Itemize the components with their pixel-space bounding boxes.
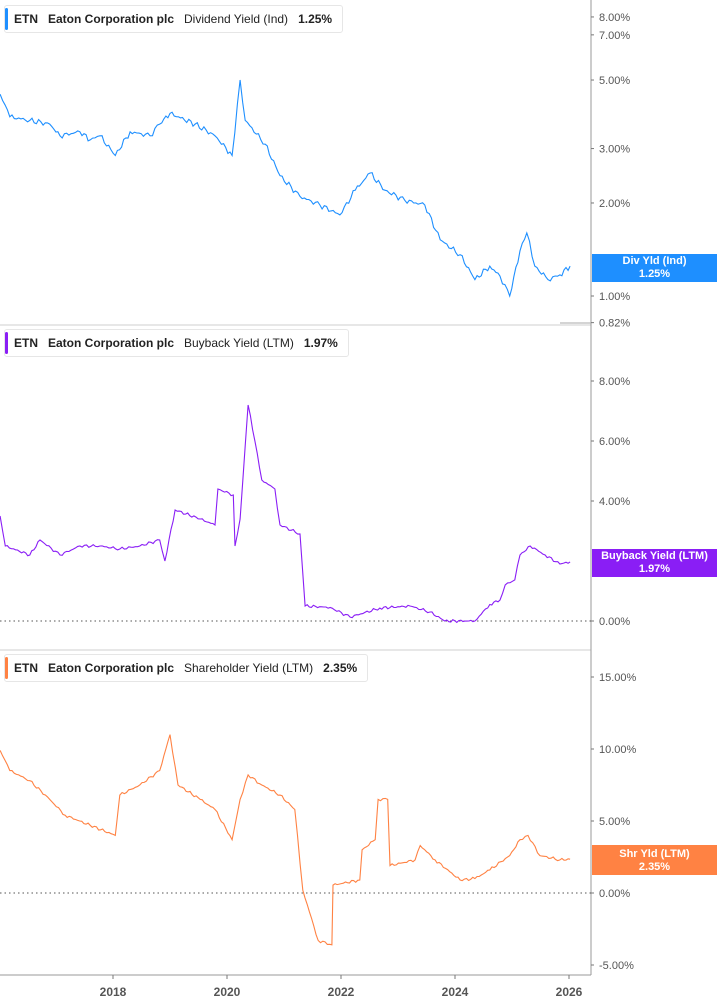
y-tick-label: -5.00% [599,960,634,972]
y-tick-label: 7.00% [599,30,630,42]
legend-ticker: ETN [14,12,38,26]
legend-value: 1.97% [303,336,338,350]
x-tick-label: 2020 [214,985,241,999]
y-tick-label: 0.82% [599,318,630,330]
legend-color-bar [5,332,8,354]
legend-company: Eaton Corporation plc [48,661,174,675]
legend-company: Eaton Corporation plc [48,12,174,26]
last-value-tag-dividend: Div Yld (Ind) 1.25% [592,254,717,282]
y-tick-label: 6.00% [599,436,630,448]
series-line-1 [0,404,571,624]
last-value-tag-shareholder: Shr Yld (LTM) 2.35% [592,845,717,875]
x-tick-label: 2024 [442,985,469,999]
y-tick-label: 0.00% [599,616,630,628]
legend-metric: Dividend Yield (Ind) [184,12,289,26]
legend-color-bar [5,657,8,679]
legend-metric: Buyback Yield (LTM) [184,336,294,350]
tag-label: Buyback Yield (LTM) [601,550,708,562]
y-tick-label: 8.00% [599,12,630,24]
tag-value: 1.97% [638,563,671,575]
legend-ticker: ETN [14,661,38,675]
y-tick-label: 4.00% [599,496,630,508]
y-tick-label: 2.00% [599,198,630,210]
x-tick-label: 2018 [100,985,127,999]
legend-shareholder-yield[interactable]: ETN Eaton Corporation plc Shareholder Yi… [4,654,369,682]
x-tick-label: 2022 [328,985,355,999]
legend-company: Eaton Corporation plc [48,336,174,350]
last-value-tag-buyback: Buyback Yield (LTM) 1.97% [592,549,717,577]
y-tick-label: 0.00% [599,888,630,900]
y-tick-label: 15.00% [599,672,637,684]
legend-buyback-yield[interactable]: ETN Eaton Corporation plc Buyback Yield … [4,329,349,357]
y-tick-label: 5.00% [599,816,630,828]
series-line-2 [0,734,571,946]
x-tick-label: 2026 [556,985,583,999]
y-tick-label: 5.00% [599,75,630,87]
legend-dividend-yield[interactable]: ETN Eaton Corporation plc Dividend Yield… [4,5,344,33]
legend-value: 2.35% [323,661,358,675]
y-tick-label: 8.00% [599,376,630,388]
tag-label: Div Yld (Ind) [622,255,687,267]
legend-value: 1.25% [298,12,333,26]
tag-value: 1.25% [638,268,671,280]
legend-color-bar [5,8,8,30]
y-tick-label: 3.00% [599,144,630,156]
series-line-0 [0,79,571,298]
tag-value: 2.35% [638,861,671,873]
legend-metric: Shareholder Yield (LTM) [184,661,314,675]
y-tick-label: 1.00% [599,291,630,303]
tag-label: Shr Yld (LTM) [619,848,690,860]
legend-ticker: ETN [14,336,38,350]
y-tick-label: 10.00% [599,744,637,756]
